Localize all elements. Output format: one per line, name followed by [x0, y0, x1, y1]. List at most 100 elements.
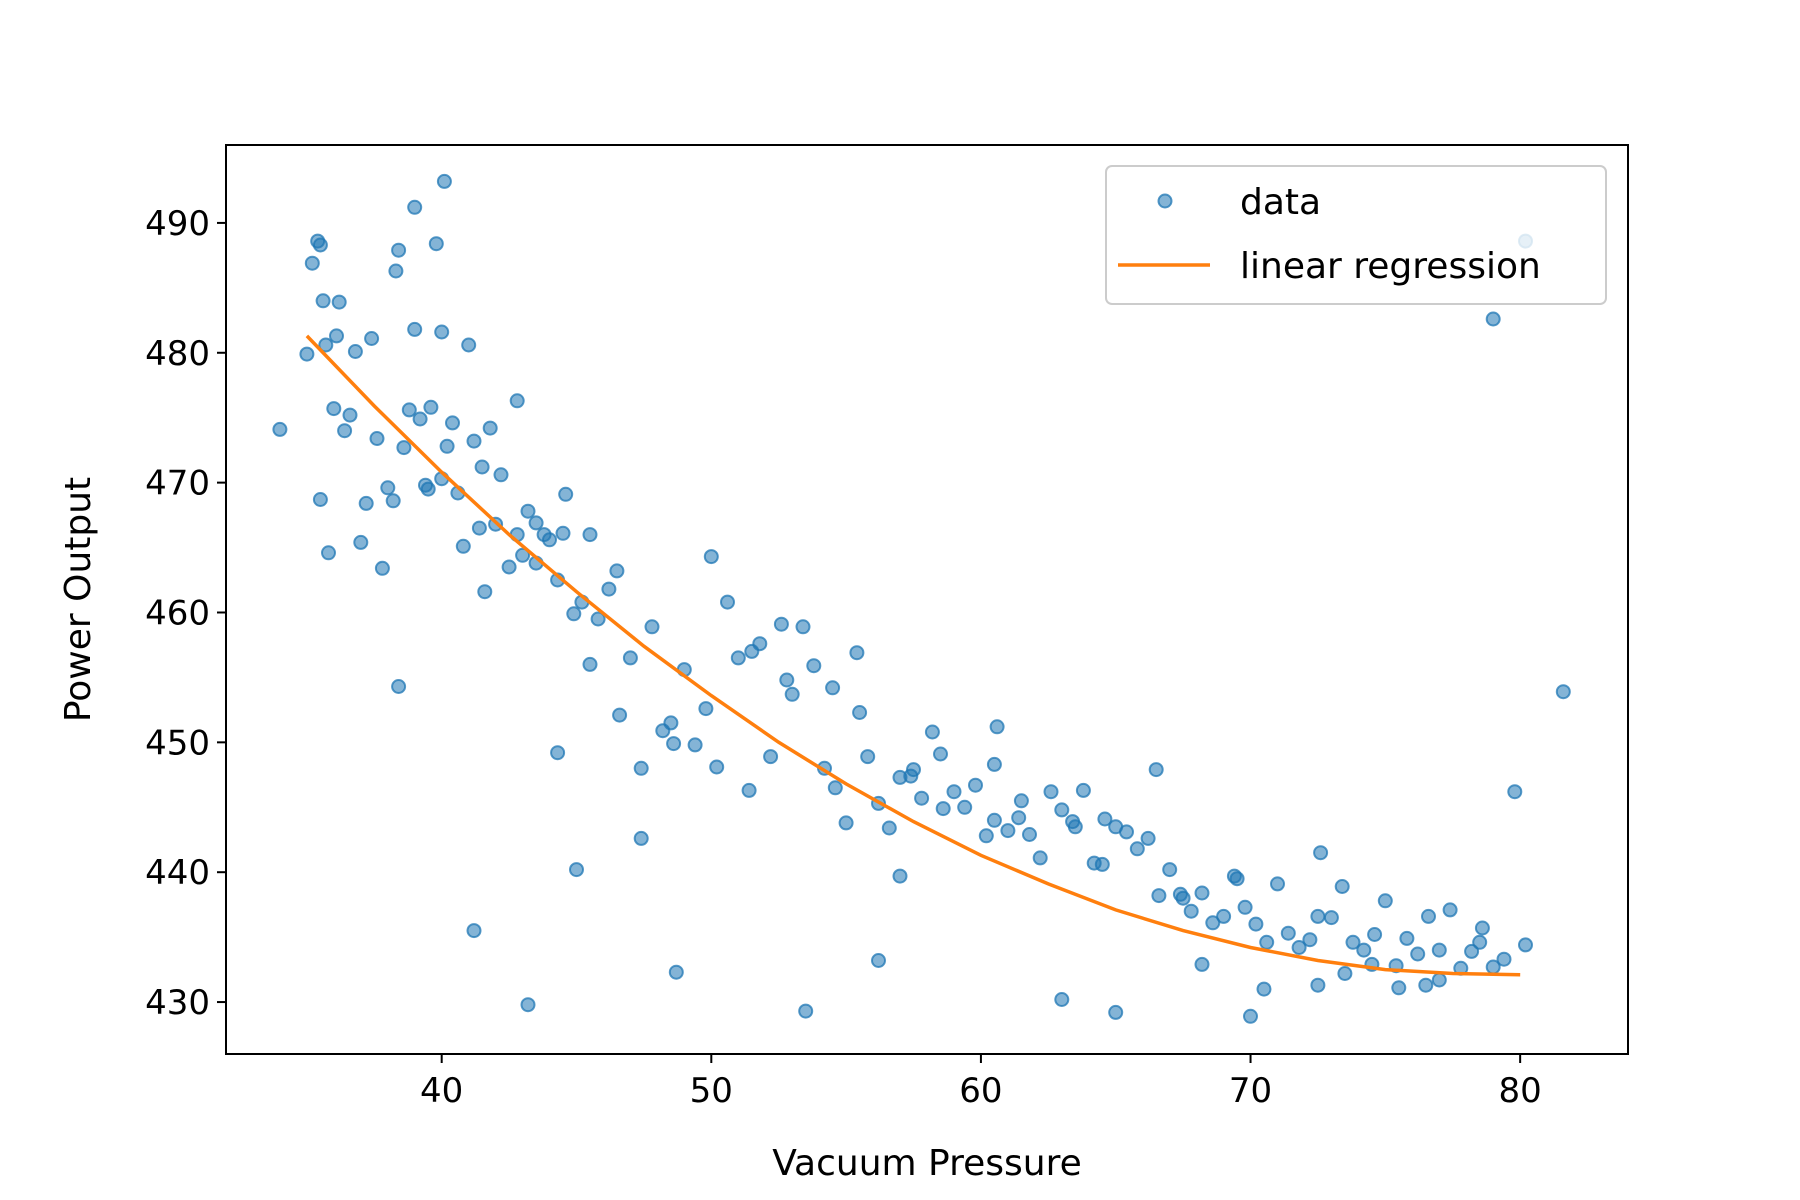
- data-point: [957, 799, 973, 815]
- data-point: [1399, 930, 1415, 946]
- y-axis-ticks: 430 440 450 460 470 480 490: [145, 204, 226, 1023]
- plot-frame: [225, 144, 1629, 1055]
- data-point: [741, 782, 757, 798]
- data-point: [663, 715, 679, 731]
- data-point: [471, 520, 487, 536]
- data-point: [1496, 951, 1512, 967]
- data-point: [1162, 862, 1178, 878]
- data-point: [326, 401, 342, 417]
- data-point: [1108, 1004, 1124, 1020]
- data-point: [455, 538, 471, 554]
- data-point: [342, 407, 358, 423]
- x-axis-ticks: 40 50 60 70 80: [420, 1054, 1542, 1111]
- data-point: [795, 619, 811, 635]
- data-point: [420, 481, 436, 497]
- data-point: [935, 801, 951, 817]
- data-point: [569, 862, 584, 878]
- data-point: [461, 337, 477, 353]
- data-point: [1485, 311, 1501, 327]
- y-tick-label: 470: [145, 464, 210, 504]
- data-point: [703, 549, 719, 565]
- data-point: [1323, 910, 1339, 926]
- y-tick-label: 460: [145, 593, 210, 633]
- legend-marker-data: [1157, 193, 1173, 209]
- data-point: [466, 923, 482, 939]
- data-point: [666, 736, 682, 752]
- data-point: [318, 337, 334, 353]
- data-point: [501, 559, 517, 575]
- data-point: [1418, 977, 1434, 993]
- data-point: [388, 263, 404, 279]
- data-point: [1094, 856, 1110, 872]
- data-point: [401, 402, 417, 418]
- data-point: [423, 399, 439, 415]
- data-point: [1310, 908, 1326, 924]
- data-point: [1302, 932, 1318, 948]
- y-tick-label: 450: [145, 723, 210, 763]
- data-point: [601, 581, 617, 597]
- data-point: [312, 492, 328, 507]
- data-point: [391, 242, 407, 258]
- data-point: [582, 656, 598, 672]
- data-point: [986, 812, 1002, 828]
- data-point: [1248, 916, 1264, 932]
- data-point: [871, 953, 886, 968]
- legend-box: [1105, 165, 1607, 305]
- data-point: [1356, 942, 1372, 958]
- data-point: [555, 525, 571, 541]
- data-point: [709, 759, 725, 775]
- data-point: [1140, 830, 1156, 846]
- data-point: [720, 594, 735, 610]
- data-point: [633, 760, 649, 776]
- data-point: [924, 724, 940, 740]
- data-point: [1291, 940, 1307, 955]
- data-point: [582, 527, 598, 543]
- y-tick-label: 440: [145, 853, 210, 893]
- data-point: [1334, 879, 1350, 894]
- data-point: [633, 830, 649, 846]
- data-point: [1256, 981, 1272, 997]
- data-point: [1229, 871, 1245, 887]
- data-point: [1243, 1008, 1258, 1024]
- data-point: [315, 293, 331, 309]
- data-point: [1410, 946, 1426, 962]
- data-point: [881, 820, 897, 836]
- data-point: [612, 707, 628, 723]
- x-tick-label: 50: [690, 1071, 733, 1111]
- y-tick-label: 430: [145, 983, 210, 1023]
- data-point: [806, 658, 822, 674]
- data-point: [1474, 920, 1490, 936]
- data-point: [436, 173, 452, 189]
- data-point: [396, 440, 412, 456]
- data-point: [520, 997, 536, 1013]
- data-point: [329, 328, 344, 344]
- data-point: [1194, 885, 1210, 901]
- data-point: [698, 701, 714, 717]
- data-point: [1075, 782, 1091, 798]
- data-point: [1183, 903, 1199, 919]
- data-point: [622, 650, 638, 666]
- data-point: [385, 493, 401, 509]
- data-points: [272, 173, 1571, 1024]
- data-point: [1097, 811, 1113, 827]
- data-point: [1216, 908, 1232, 924]
- x-tick-label: 80: [1499, 1071, 1542, 1111]
- data-point: [1518, 937, 1533, 953]
- data-point: [1472, 934, 1488, 950]
- data-point: [1442, 902, 1458, 918]
- data-point: [763, 749, 779, 765]
- data-point: [609, 563, 625, 579]
- data-point: [353, 534, 369, 550]
- data-point: [380, 480, 396, 496]
- data-point: [827, 780, 843, 796]
- data-point: [321, 545, 336, 561]
- data-point: [773, 616, 789, 632]
- data-point: [445, 415, 460, 431]
- data-point: [272, 421, 288, 437]
- data-point: [730, 650, 746, 666]
- data-point: [374, 560, 390, 576]
- x-tick-label: 40: [420, 1071, 463, 1111]
- data-point: [978, 828, 994, 844]
- data-point: [1313, 845, 1329, 861]
- data-point: [1011, 810, 1027, 826]
